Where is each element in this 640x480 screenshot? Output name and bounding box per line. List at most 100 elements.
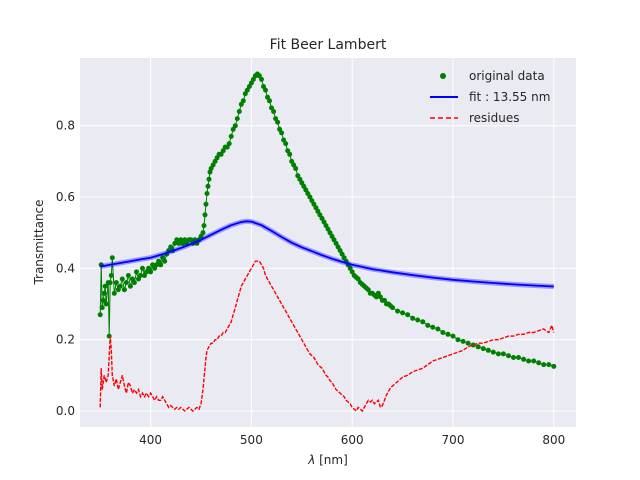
data-point [526, 358, 532, 364]
data-point [271, 109, 277, 114]
data-point [205, 183, 211, 189]
legend: original data fit : 13.55 nm residues [430, 69, 550, 125]
data-point [102, 283, 108, 289]
data-point [125, 273, 131, 278]
data-point [521, 356, 527, 362]
legend-marker-original-data [440, 73, 446, 79]
data-point [162, 258, 168, 264]
data-point [546, 362, 552, 368]
data-point [283, 141, 289, 147]
data-point [204, 191, 210, 196]
data-point [108, 273, 114, 278]
data-point [107, 280, 113, 286]
data-point [405, 312, 411, 318]
data-point [263, 87, 268, 93]
data-point [465, 340, 471, 346]
data-point [551, 363, 557, 369]
legend-label-fit: fit : 13.55 nm [469, 90, 550, 104]
data-point [106, 333, 112, 339]
data-point [113, 280, 119, 286]
x-tick-labels: 400 500 600 700 800 [139, 433, 565, 447]
data-point [121, 287, 127, 293]
y-tick-labels: 0.0 0.2 0.4 0.6 0.8 [56, 119, 75, 418]
plot-area [80, 58, 576, 427]
data-point [140, 265, 145, 271]
data-point [455, 337, 461, 343]
data-point [236, 109, 242, 114]
chart-title: Fit Beer Lambert [270, 37, 387, 53]
data-point [99, 305, 105, 311]
data-point [485, 347, 491, 353]
data-point [506, 353, 511, 359]
data-point [200, 230, 206, 236]
grid [80, 58, 576, 427]
data-point [109, 255, 115, 261]
data-point [435, 326, 441, 332]
x-tick-label: 700 [442, 433, 465, 447]
data-point [148, 269, 154, 275]
data-point [470, 342, 476, 348]
legend-item-residues: residues [430, 111, 520, 125]
data-point [131, 280, 137, 286]
data-point [111, 290, 117, 296]
data-point [97, 312, 103, 318]
data-point [495, 351, 501, 357]
data-point [440, 330, 446, 335]
legend-label-residues: residues [469, 111, 520, 125]
data-point [531, 358, 537, 364]
data-point [206, 176, 212, 182]
data-point [415, 317, 421, 323]
x-tick-label: 500 [240, 433, 263, 447]
data-point [395, 308, 401, 314]
legend-label-original-data: original data [469, 69, 545, 83]
x-axis-label-unit: [nm] [315, 453, 347, 467]
legend-item-original-data: original data [440, 69, 545, 83]
data-point [293, 166, 299, 171]
series-line-fit [100, 220, 554, 288]
y-tick-label: 0.2 [56, 333, 75, 347]
data-point [279, 130, 285, 136]
data-point [500, 351, 506, 357]
data-point [460, 338, 466, 344]
data-point [202, 212, 208, 218]
data-point [430, 324, 436, 330]
data-point [226, 141, 232, 147]
data-point [490, 349, 496, 355]
data-point [127, 283, 133, 289]
y-tick-label: 0.6 [56, 190, 75, 204]
data-point [541, 362, 547, 368]
series-points-original-data [97, 71, 557, 369]
data-point [480, 346, 486, 352]
data-point [390, 305, 395, 311]
data-point [420, 319, 426, 325]
data-point [123, 280, 129, 286]
data-point [228, 133, 234, 139]
data-point [450, 333, 456, 339]
data-point [117, 283, 123, 289]
data-point [134, 269, 139, 275]
data-point [287, 151, 293, 157]
data-point [511, 355, 516, 360]
data-point [275, 119, 281, 125]
x-axis-label: λ [nm] [307, 453, 348, 467]
data-point [445, 331, 451, 337]
data-point [536, 360, 542, 366]
data-point [232, 123, 238, 129]
data-point [103, 301, 109, 307]
x-axis-label-symbol: λ [307, 453, 315, 467]
data-point [203, 201, 209, 207]
data-point [259, 76, 264, 82]
data-point [410, 315, 416, 321]
data-point [234, 116, 240, 122]
y-tick-label: 0.4 [56, 261, 75, 275]
y-tick-label: 0.8 [56, 119, 75, 133]
x-tick-label: 400 [139, 433, 162, 447]
data-point [475, 344, 481, 350]
x-tick-label: 800 [542, 433, 565, 447]
data-point [201, 223, 207, 229]
data-point [240, 98, 246, 104]
data-point [100, 297, 106, 303]
data-point [425, 322, 431, 328]
series-layer [97, 71, 557, 413]
